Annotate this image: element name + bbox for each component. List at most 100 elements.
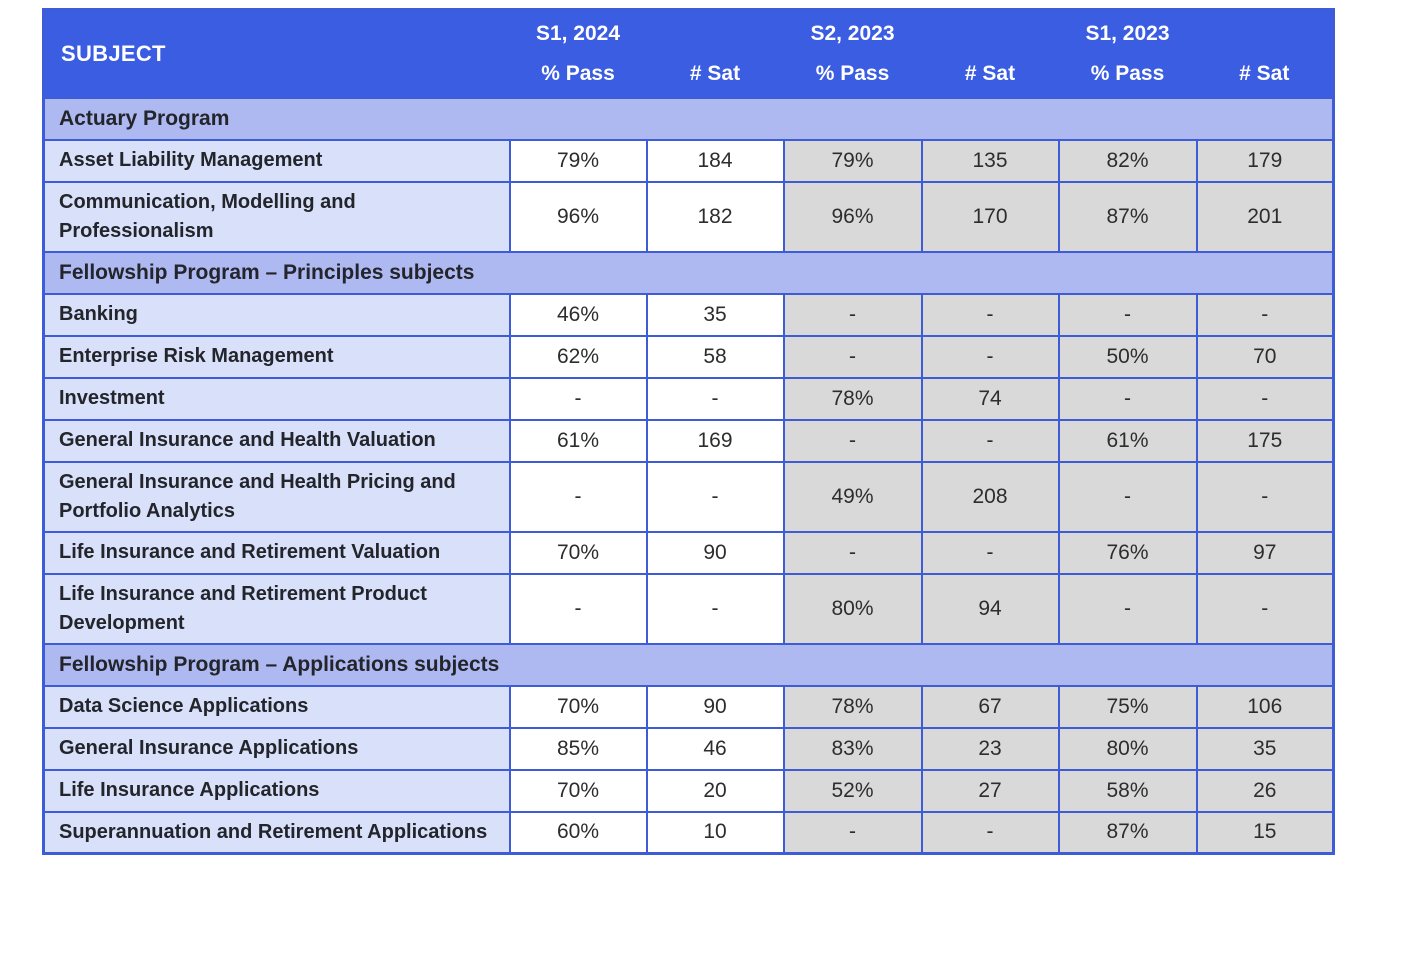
pass-rate-cell: -	[1057, 292, 1198, 337]
section-title: Actuary Program	[42, 96, 1335, 141]
table-row: Asset Liability Management 79% 184 79% 135 82…	[42, 138, 1335, 183]
s1-2024-pass-header: S1, 2024 % Pass	[509, 9, 647, 98]
sat-count-cell: -	[645, 572, 785, 645]
sat-count-cell: 35	[645, 292, 785, 337]
pass-rate-cell: 49%	[782, 460, 923, 533]
subject-cell: Data Science Applications	[42, 684, 511, 729]
sat-count-cell: 26	[1195, 768, 1335, 813]
table-row: Life Insurance and Retirement Product De…	[42, 572, 1335, 645]
subject-cell: Life Insurance and Retirement Product De…	[42, 572, 511, 645]
exam-results-table: SUBJECT S1, 2024 % Pass # Sat S2, 2023 %…	[42, 8, 1335, 855]
sat-count-cell: 135	[920, 138, 1060, 183]
season-label-s1-2023: S1, 2023	[1085, 21, 1170, 45]
subject-column-header: SUBJECT	[43, 9, 510, 98]
pass-rate-cell: 79%	[508, 138, 648, 183]
subject-cell: Life Insurance Applications	[42, 768, 511, 813]
sat-label: # Sat	[964, 61, 1016, 85]
sat-count-cell: -	[645, 460, 785, 533]
pass-rate-cell: 78%	[782, 376, 923, 421]
sat-count-cell: -	[1195, 460, 1335, 533]
pass-rate-cell: -	[782, 530, 923, 575]
sat-count-cell: 170	[920, 180, 1060, 253]
sat-count-cell: 169	[645, 418, 785, 463]
pass-rate-cell: 46%	[508, 292, 648, 337]
sat-count-cell: 23	[920, 726, 1060, 771]
pass-rate-cell: 60%	[508, 810, 648, 855]
season-label-s1-2024: S1, 2024	[535, 21, 621, 45]
pass-label: % Pass	[815, 61, 890, 85]
pass-rate-cell: 61%	[508, 418, 648, 463]
pass-rate-cell: 58%	[1057, 768, 1198, 813]
pass-rate-cell: 76%	[1057, 530, 1198, 575]
pass-rate-cell: 70%	[508, 684, 648, 729]
sat-count-cell: 74	[920, 376, 1060, 421]
sat-count-cell: 35	[1195, 726, 1335, 771]
s2-2023-sat-header: # Sat	[921, 9, 1059, 98]
sat-count-cell: 182	[645, 180, 785, 253]
pass-rate-cell: 79%	[782, 138, 923, 183]
sat-count-cell: -	[920, 334, 1060, 379]
sat-count-cell: 67	[920, 684, 1060, 729]
pass-rate-cell: -	[782, 810, 923, 855]
subject-cell: Investment	[42, 376, 511, 421]
pass-label: % Pass	[1090, 61, 1165, 85]
pass-rate-cell: 80%	[782, 572, 923, 645]
section-row: Actuary Program	[42, 96, 1335, 141]
pass-rate-cell: -	[508, 460, 648, 533]
s1-2023-pass-header: S1, 2023 % Pass	[1058, 9, 1197, 98]
table-row: Enterprise Risk Management 62% 58- -50% 70	[42, 334, 1335, 379]
sat-count-cell: 208	[920, 460, 1060, 533]
s1-2024-sat-header: # Sat	[646, 9, 784, 98]
section-row: Fellowship Program – Principles subjects	[42, 250, 1335, 295]
sat-label: # Sat	[1239, 61, 1290, 85]
sat-count-cell: 106	[1195, 684, 1335, 729]
season-label-s2-2023: S2, 2023	[810, 21, 895, 45]
sat-count-cell: -	[1195, 376, 1335, 421]
s2-2023-pass-header: S2, 2023 % Pass	[783, 9, 922, 98]
sat-count-cell: 15	[1195, 810, 1335, 855]
pass-rate-cell: -	[782, 292, 923, 337]
sat-count-cell: -	[920, 810, 1060, 855]
sat-count-cell: 20	[645, 768, 785, 813]
sat-count-cell: -	[920, 292, 1060, 337]
season-label-blank	[1197, 14, 1333, 54]
season-label-blank	[647, 14, 784, 54]
table-row: Life Insurance Applications 70% 20 52% 27 58%…	[42, 768, 1335, 813]
pass-rate-cell: 75%	[1057, 684, 1198, 729]
sat-count-cell: 201	[1195, 180, 1335, 253]
pass-rate-cell: -	[508, 376, 648, 421]
table-row: General Insurance and Health Valuation 61…	[42, 418, 1335, 463]
sat-label: # Sat	[689, 61, 741, 85]
season-label-blank	[922, 14, 1059, 54]
sat-count-cell: 10	[645, 810, 785, 855]
subject-cell: Enterprise Risk Management	[42, 334, 511, 379]
sat-count-cell: -	[1195, 572, 1335, 645]
sat-count-cell: -	[920, 418, 1060, 463]
pass-rate-cell: 96%	[782, 180, 923, 253]
pass-rate-cell: 62%	[508, 334, 648, 379]
pass-rate-cell: 50%	[1057, 334, 1198, 379]
pass-rate-cell: 87%	[1057, 180, 1198, 253]
pass-rate-cell: 80%	[1057, 726, 1198, 771]
subject-cell: Banking	[42, 292, 511, 337]
pass-rate-cell: 85%	[508, 726, 648, 771]
table-row: General Insurance Applications 85% 46 83% 23…	[42, 726, 1335, 771]
table-header-row: SUBJECT S1, 2024 % Pass # Sat S2, 2023 %…	[43, 9, 1334, 98]
pass-rate-cell: -	[782, 334, 923, 379]
sat-count-cell: 97	[1195, 530, 1335, 575]
sat-count-cell: 184	[645, 138, 785, 183]
pass-rate-cell: -	[782, 418, 923, 463]
table-row: Communication, Modelling and Professiona…	[42, 180, 1335, 253]
pass-rate-cell: -	[508, 572, 648, 645]
subject-cell: Asset Liability Management	[42, 138, 511, 183]
sat-count-cell: -	[645, 376, 785, 421]
section-title: Fellowship Program – Applications subjec…	[42, 642, 1335, 687]
pass-rate-cell: 83%	[782, 726, 923, 771]
pass-rate-cell: 96%	[508, 180, 648, 253]
section-row: Fellowship Program – Applications subjec…	[42, 642, 1335, 687]
sat-count-cell: 46	[645, 726, 785, 771]
pass-rate-cell: 70%	[508, 768, 648, 813]
subject-cell: Superannuation and Retirement Applicatio…	[42, 810, 511, 855]
table-row: Life Insurance and Retirement Valuation 7…	[42, 530, 1335, 575]
table-row: Data Science Applications 70% 90 78% 67 75% 10…	[42, 684, 1335, 729]
